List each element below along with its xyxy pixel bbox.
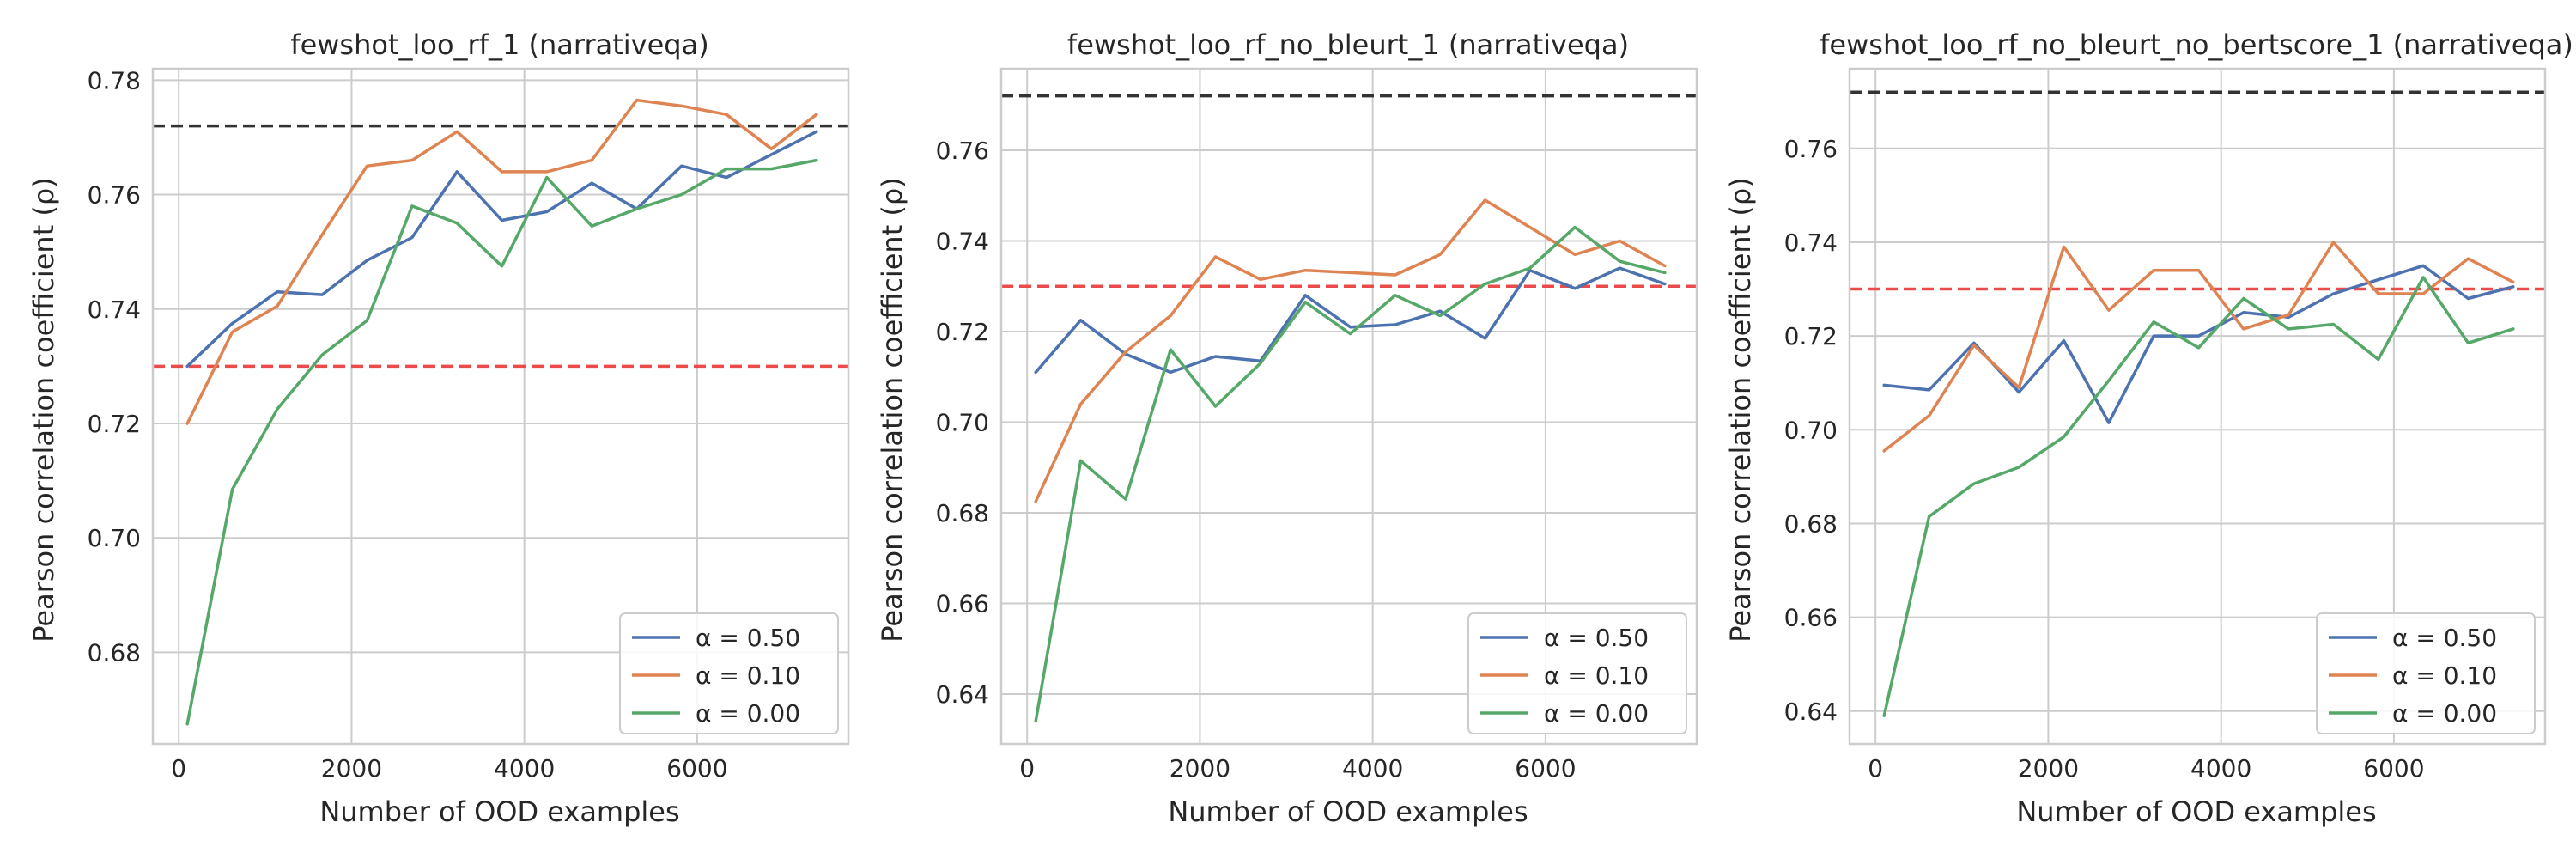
legend-box — [619, 612, 839, 734]
y-tick-label: 0.66 — [936, 589, 989, 618]
series-line-alpha-000 — [1882, 276, 2515, 718]
y-tick-label: 0.72 — [936, 318, 989, 346]
y-tick-label: 0.68 — [1784, 509, 1838, 538]
x-tick-label: 0 — [1868, 754, 1883, 783]
x-tick-label: 4000 — [2190, 754, 2251, 783]
y-tick-label: 0.70 — [936, 408, 989, 436]
legend-label: α = 0.10 — [696, 661, 800, 690]
x-tick-label: 6000 — [1515, 754, 1576, 783]
series-line-alpha-050 — [1034, 266, 1667, 375]
y-tick-label: 0.64 — [936, 680, 989, 709]
axes-frame — [999, 67, 1698, 746]
y-axis-label: Pearson correlation coefficient (ρ) — [876, 177, 908, 642]
legend-box — [2316, 612, 2536, 734]
y-tick-label: 0.74 — [88, 295, 141, 324]
chart-title: fewshot_loo_rf_1 (narrativeqa) — [290, 28, 708, 61]
y-tick-label: 0.74 — [936, 227, 989, 255]
x-tick-label: 2000 — [1170, 754, 1230, 783]
y-axis-label: Pearson correlation coefficient (ρ) — [27, 177, 60, 642]
x-tick-label: 4000 — [494, 754, 555, 783]
legend-label: α = 0.50 — [696, 624, 800, 652]
y-tick-label: 0.78 — [88, 66, 141, 94]
series-line-alpha-010 — [185, 98, 818, 425]
x-tick-label: 6000 — [2363, 754, 2424, 783]
y-tick-label: 0.76 — [88, 181, 141, 210]
chart-panel-2: fewshot_loo_rf_no_bleurt_1 (narrativeqa)… — [876, 28, 1698, 828]
chart-panel-1: fewshot_loo_rf_1 (narrativeqa) Number of… — [27, 28, 850, 828]
legend: α = 0.50 α = 0.10 α = 0.00 — [2316, 612, 2536, 734]
series-line-alpha-000 — [185, 158, 818, 726]
x-tick-label: 4000 — [1342, 754, 1403, 783]
y-tick-label: 0.68 — [88, 638, 141, 667]
legend-label: α = 0.10 — [2392, 661, 2497, 690]
chart-title: fewshot_loo_rf_no_bleurt_no_bertscore_1 … — [1820, 28, 2573, 61]
legend-label: α = 0.10 — [1544, 661, 1649, 690]
y-tick-label: 0.70 — [88, 524, 141, 552]
legend-label: α = 0.00 — [1544, 699, 1649, 728]
y-tick-label: 0.64 — [1784, 698, 1838, 726]
x-axis-label: Number of OOD examples — [2016, 795, 2376, 828]
x-tick-label: 0 — [171, 754, 186, 783]
legend-label: α = 0.50 — [1544, 624, 1649, 652]
chart-title: fewshot_loo_rf_no_bleurt_1 (narrativeqa) — [1067, 28, 1629, 61]
x-axis-label: Number of OOD examples — [1168, 795, 1528, 828]
y-axis-label: Pearson correlation coefficient (ρ) — [1724, 177, 1757, 642]
axes-frame — [1848, 67, 2547, 746]
y-tick-label: 0.76 — [1784, 135, 1838, 163]
y-tick-label: 0.70 — [1784, 416, 1838, 444]
legend: α = 0.50 α = 0.10 α = 0.00 — [619, 612, 839, 734]
series-line-alpha-010 — [1882, 241, 2515, 453]
y-tick-label: 0.74 — [1784, 228, 1838, 257]
axes-frame — [151, 67, 850, 746]
legend-label: α = 0.00 — [696, 699, 800, 728]
y-tick-label: 0.76 — [936, 137, 989, 165]
legend-label: α = 0.00 — [2392, 699, 2497, 728]
y-tick-label: 0.72 — [1784, 322, 1838, 350]
y-tick-label: 0.72 — [88, 410, 141, 438]
series-line-alpha-050 — [185, 130, 818, 369]
legend-label: α = 0.50 — [2392, 624, 2497, 652]
chart-panel-3: fewshot_loo_rf_no_bleurt_no_bertscore_1 … — [1724, 28, 2573, 828]
x-tick-label: 0 — [1019, 754, 1035, 783]
y-tick-label: 0.66 — [1784, 604, 1838, 632]
x-tick-label: 6000 — [666, 754, 727, 783]
legend-box — [1467, 612, 1687, 734]
legend: α = 0.50 α = 0.10 α = 0.00 — [1467, 612, 1687, 734]
x-tick-label: 2000 — [321, 754, 382, 783]
x-tick-label: 2000 — [2018, 754, 2079, 783]
x-axis-label: Number of OOD examples — [319, 795, 679, 828]
y-tick-label: 0.68 — [936, 499, 989, 527]
series-line-alpha-010 — [1034, 198, 1667, 503]
series-line-alpha-000 — [1034, 225, 1667, 723]
